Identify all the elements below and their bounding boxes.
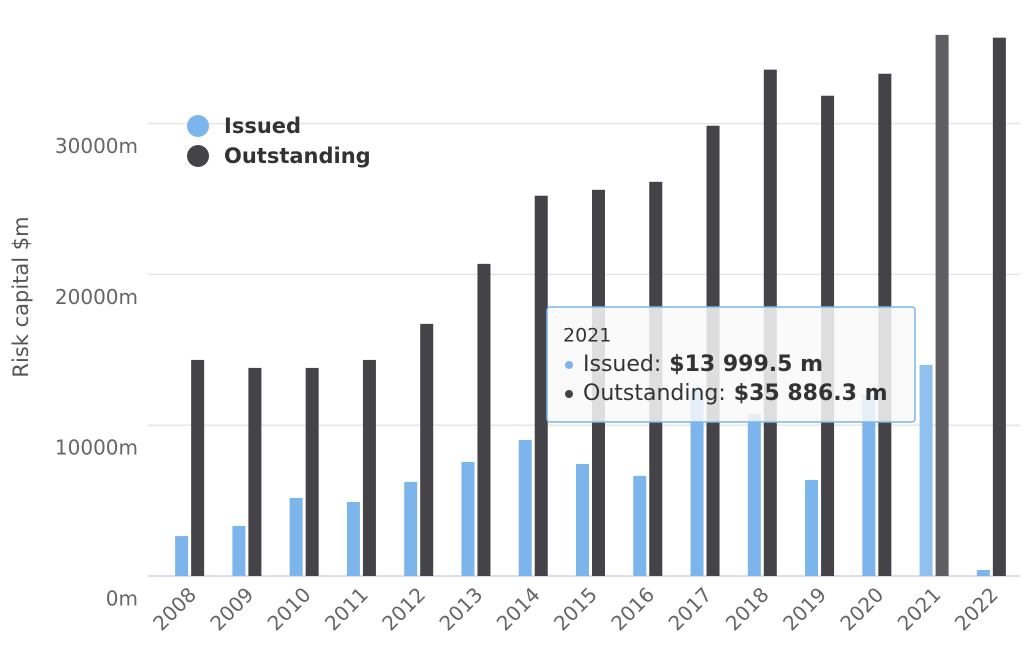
x-tick-label: 2010 bbox=[263, 582, 316, 635]
tooltip-marker bbox=[565, 361, 573, 369]
bar bbox=[404, 481, 418, 576]
x-tick-label: 2019 bbox=[778, 582, 831, 635]
tooltip-row: Issued: $13 999.5 m bbox=[583, 352, 823, 377]
bar bbox=[576, 463, 589, 576]
bar bbox=[534, 195, 548, 576]
tooltip-row: Outstanding: $35 886.3 m bbox=[583, 381, 888, 406]
x-tick-label: 2022 bbox=[950, 582, 1003, 635]
bar bbox=[477, 263, 491, 576]
x-tick-label: 2018 bbox=[721, 582, 774, 635]
x-tick-label: 2015 bbox=[549, 582, 602, 635]
bar bbox=[346, 501, 360, 576]
bar bbox=[992, 37, 1006, 576]
bar bbox=[461, 462, 475, 576]
x-tick-label: 2016 bbox=[606, 582, 659, 635]
legend-label: Issued bbox=[224, 114, 301, 138]
x-tick-label: 2011 bbox=[320, 582, 373, 635]
bar bbox=[175, 536, 189, 576]
tooltip-title: 2021 bbox=[563, 325, 611, 347]
bar bbox=[690, 390, 704, 576]
x-tick-label: 2020 bbox=[835, 582, 888, 635]
tooltip-label: Issued: bbox=[583, 352, 661, 377]
x-tick-label: 2021 bbox=[893, 582, 946, 635]
tooltip-box bbox=[546, 306, 916, 423]
bar bbox=[191, 359, 205, 576]
tooltip-marker bbox=[565, 390, 573, 398]
tooltip-value: $13 999.5 m bbox=[669, 352, 823, 377]
y-axis-title: Risk capital $m bbox=[9, 216, 33, 377]
bar bbox=[919, 364, 933, 576]
y-tick-label: 30000m bbox=[55, 134, 138, 158]
bar bbox=[805, 479, 819, 576]
x-tick-label: 2008 bbox=[148, 582, 201, 635]
bar bbox=[362, 359, 376, 576]
tooltip-value: $35 886.3 m bbox=[734, 381, 888, 406]
bar bbox=[289, 497, 303, 576]
bar bbox=[935, 34, 949, 576]
bar bbox=[862, 395, 876, 576]
bar bbox=[976, 569, 990, 576]
x-tick-label: 2012 bbox=[377, 582, 430, 635]
y-tick-label: 10000m bbox=[55, 436, 138, 460]
y-tick-label: 20000m bbox=[55, 285, 138, 309]
y-tick-label: 0m bbox=[106, 587, 138, 611]
legend-label: Outstanding bbox=[224, 144, 371, 168]
bar bbox=[633, 475, 647, 576]
bar bbox=[420, 323, 434, 576]
tooltip: 2021 Issued: $13 999.5 m Outstanding: $35 88… bbox=[546, 306, 916, 423]
bar bbox=[248, 367, 262, 576]
bar bbox=[305, 367, 319, 576]
bar bbox=[232, 525, 246, 576]
x-tick-label: 2013 bbox=[434, 582, 487, 635]
x-tick-label: 2014 bbox=[492, 582, 545, 635]
bar bbox=[747, 413, 761, 576]
x-tick-label: 2009 bbox=[205, 582, 258, 635]
legend-marker bbox=[187, 145, 209, 167]
legend-marker bbox=[187, 115, 209, 137]
x-tick-label: 2017 bbox=[663, 582, 716, 635]
bar bbox=[518, 439, 532, 576]
tooltip-label: Outstanding: bbox=[583, 381, 726, 406]
